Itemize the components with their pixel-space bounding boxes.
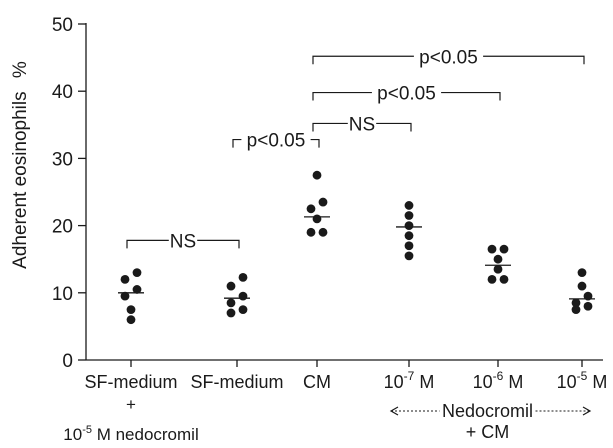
data-point-g2-3: [306, 204, 316, 214]
data-point-g1-1: [238, 305, 248, 314]
category-label-0: SF-medium: [84, 372, 177, 392]
data-point-g5-2: [571, 298, 581, 308]
group-label-line1: Nedocromil: [442, 401, 533, 421]
bracket-1-right: [310, 138, 320, 148]
y-axis-label: Adherent eosinophils %: [10, 61, 31, 269]
y-tick-label-0: 0: [62, 351, 73, 372]
axes: [85, 23, 603, 361]
data-point-g2-0: [306, 227, 316, 237]
data-point-g0-1: [126, 305, 136, 314]
data-point-g4-3: [493, 254, 503, 264]
data-point-g4-0: [487, 274, 497, 284]
data-point-g5-5: [577, 268, 587, 278]
category-label-4-base: 10: [473, 372, 493, 392]
y-tick-label-30: 30: [52, 149, 73, 170]
group-label-line2: + CM: [466, 422, 510, 442]
category-label-1: SF-medium: [190, 372, 283, 392]
category-label-4: 10-6 M: [473, 369, 524, 392]
data-point-g4-2: [493, 264, 503, 274]
data-point-g4-5: [499, 244, 509, 254]
category-label-5-unit: M: [587, 372, 607, 392]
data-point-g5-4: [577, 281, 587, 291]
data-point-g0-5: [132, 268, 142, 278]
data-point-g3-1: [404, 241, 414, 251]
data-point-g5-0: [571, 305, 581, 314]
category-label-2: CM: [303, 372, 331, 392]
bracket-0-right: [197, 239, 240, 249]
category-label-2-base: CM: [303, 372, 331, 392]
group-arrow-right-head: [582, 406, 592, 416]
data-point-g1-2: [226, 298, 236, 308]
category-label-0-base: SF-medium: [84, 372, 177, 392]
nedocromil-group-label: Nedocromil + CM: [389, 401, 592, 442]
category-label-1-base: SF-medium: [190, 372, 283, 392]
category-label-3-base: 10: [384, 372, 404, 392]
data-point-g3-4: [404, 211, 414, 220]
data-point-g1-3: [238, 291, 248, 301]
category-label-5: 10-5 M: [557, 369, 608, 392]
data-point-g3-3: [404, 221, 414, 231]
y-ticks: 0 10 20 30 40 50: [52, 15, 86, 372]
data-point-g0-3: [132, 285, 142, 294]
bracket-3-left: [312, 91, 372, 101]
category-label-5-base: 10: [557, 372, 577, 392]
data-point-g0-4: [120, 274, 130, 284]
group-arrow-left-head: [389, 406, 399, 416]
y-tick-label-50: 50: [52, 15, 73, 36]
data-point-g3-0: [404, 251, 414, 261]
bracket-0-label: NS: [170, 231, 196, 252]
data-point-g1-4: [226, 281, 236, 291]
x-ticks: [130, 360, 583, 367]
data-point-g2-4: [318, 197, 328, 207]
mean-markers: [118, 216, 595, 300]
category-label-3: 10-7 M: [384, 369, 435, 392]
bracket-1-label: p<0.05: [247, 131, 306, 152]
category-label-4-sup: -6: [493, 369, 504, 383]
data-point-g1-0: [226, 308, 236, 318]
data-point-g0-2: [120, 291, 130, 301]
category-label-0-extra-base: 10: [63, 425, 82, 444]
data-point-g2-5: [312, 170, 322, 180]
bracket-3-right: [441, 91, 501, 101]
bracket-4-right: [483, 55, 585, 65]
y-tick-label-20: 20: [52, 217, 73, 238]
bracket-1-left: [232, 138, 242, 148]
data-point-g0-0: [126, 315, 136, 325]
data-point-g2-2: [312, 214, 322, 224]
category-label-0-note: +: [126, 395, 136, 414]
bracket-2-label: NS: [349, 114, 375, 135]
category-label-3-sup: -7: [404, 369, 415, 383]
bracket-2-right: [376, 122, 412, 132]
data-point-g4-4: [487, 244, 497, 254]
bracket-4-left: [312, 55, 414, 65]
bracket-0-left: [126, 239, 169, 249]
y-axis-label-text: Adherent eosinophils: [10, 91, 31, 268]
category-label-0-extra: 10-5 M nedocromil: [63, 424, 198, 444]
data-point-g4-1: [499, 274, 509, 284]
category-label-5-sup: -5: [577, 369, 588, 383]
category-labels: SF-medium+SF-medium CM 10-7 M 10-6 M 10-5 M1…: [63, 369, 607, 444]
y-tick-label-40: 40: [52, 82, 73, 103]
data-point-g3-5: [404, 201, 414, 210]
data-point-g2-1: [318, 227, 328, 237]
bracket-2-left: [312, 122, 348, 132]
bracket-3-label: p<0.05: [377, 84, 436, 105]
category-label-3-unit: M: [414, 372, 434, 392]
category-label-4-unit: M: [503, 372, 523, 392]
y-axis-label-unit: %: [10, 61, 31, 78]
category-label-0-extra-sup: -5: [82, 424, 92, 436]
category-label-0-extra-rest: M nedocromil: [92, 425, 199, 444]
y-tick-label-10: 10: [52, 284, 73, 305]
bracket-4-label: p<0.05: [419, 47, 478, 68]
data-point-g3-2: [404, 231, 414, 241]
data-point-g5-1: [583, 301, 593, 311]
data-point-g1-5: [238, 272, 248, 282]
